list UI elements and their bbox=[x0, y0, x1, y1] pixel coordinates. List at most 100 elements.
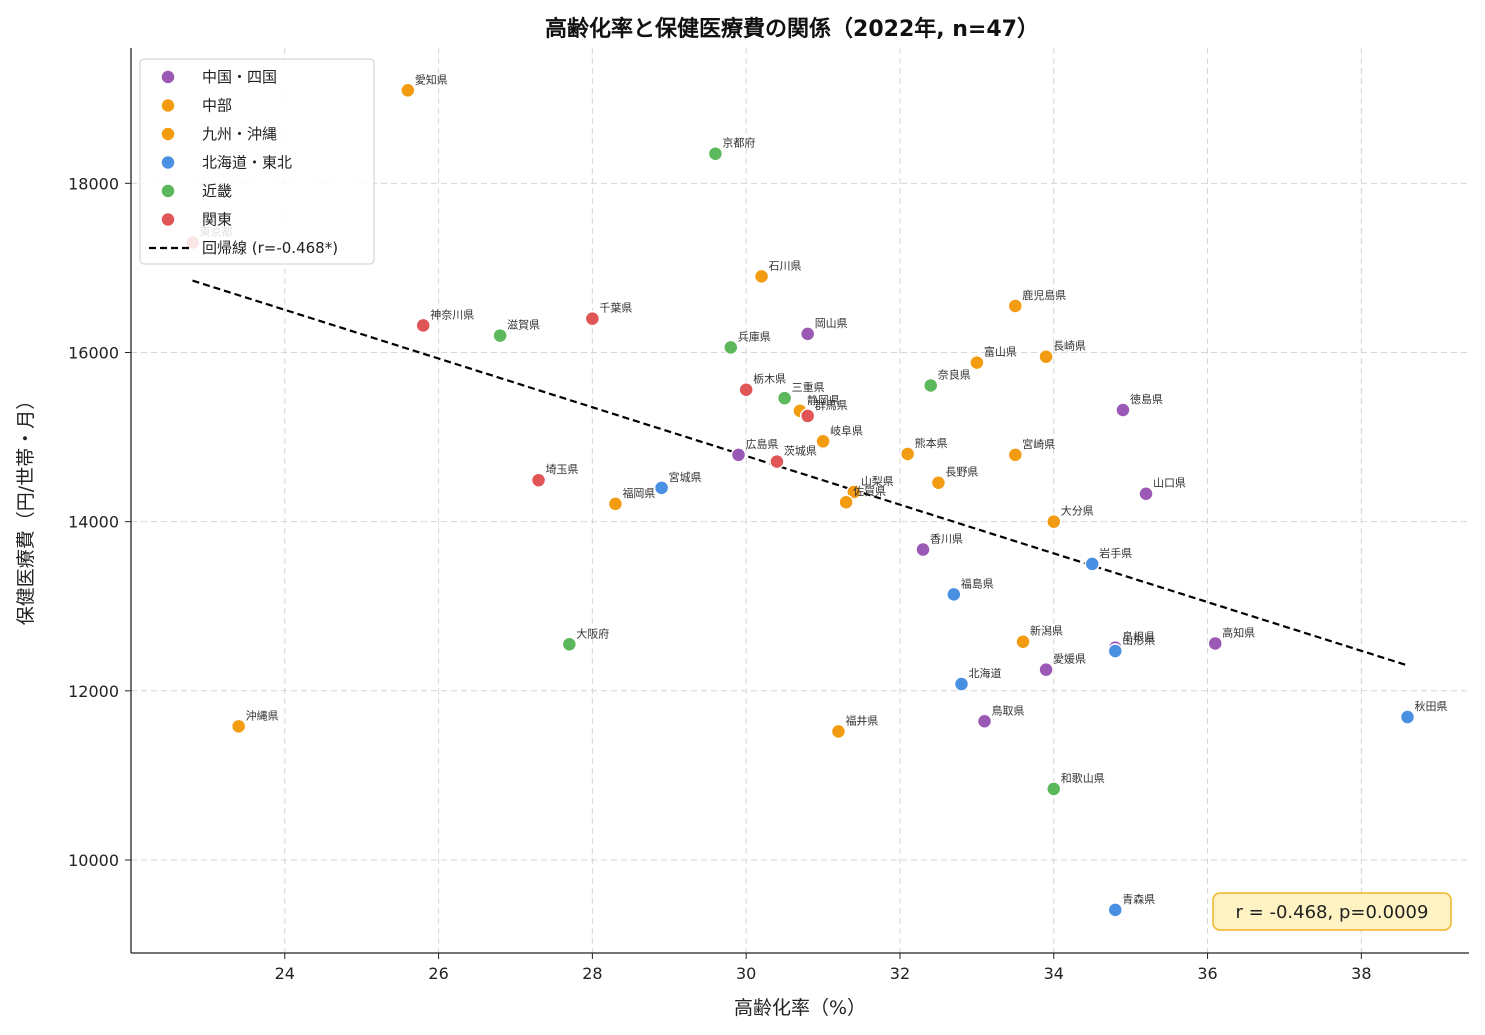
x-tick-label: 32 bbox=[890, 964, 910, 983]
data-point-label: 沖縄県 bbox=[246, 708, 279, 722]
x-tick-label: 36 bbox=[1197, 964, 1217, 983]
data-point bbox=[607, 496, 624, 512]
legend-marker bbox=[160, 183, 176, 199]
data-point bbox=[799, 326, 816, 342]
legend-entry-label: 九州・沖縄 bbox=[202, 125, 277, 143]
legend-marker bbox=[160, 97, 176, 114]
legend-box bbox=[139, 58, 375, 265]
y-tick-label: 14000 bbox=[68, 513, 119, 532]
data-point-label: 香川県 bbox=[930, 533, 963, 546]
data-point-label: 兵庫県 bbox=[738, 329, 771, 343]
data-point-label: 茨城県 bbox=[784, 444, 817, 458]
data-point-label: 三重県 bbox=[792, 380, 825, 394]
data-point-label: 秋田県 bbox=[1414, 699, 1447, 713]
data-point-label: 島根県 bbox=[1122, 630, 1155, 644]
stat-annotation-text: r = -0.468, p=0.0009 bbox=[1236, 902, 1429, 923]
data-point bbox=[838, 494, 854, 510]
data-point bbox=[969, 354, 985, 371]
data-point bbox=[769, 453, 785, 470]
data-point bbox=[707, 145, 724, 162]
x-tick-label: 38 bbox=[1351, 964, 1371, 983]
y-tick-label: 18000 bbox=[68, 174, 119, 193]
y-tick-label: 12000 bbox=[68, 682, 119, 701]
point-labels-layer: 東京都愛知県京都府石川県神奈川県滋賀県千葉県兵庫県岡山県鹿児島県長崎県富山県栃木… bbox=[200, 72, 1448, 906]
x-tick-label: 30 bbox=[736, 964, 756, 983]
data-point bbox=[930, 474, 947, 491]
data-point-label: 京都府 bbox=[722, 136, 755, 150]
data-point bbox=[1015, 633, 1031, 650]
data-point bbox=[723, 339, 739, 356]
x-tick-label: 34 bbox=[1044, 964, 1064, 983]
data-point-label: 長野県 bbox=[945, 466, 978, 479]
data-point-label: 岩手県 bbox=[1099, 546, 1132, 560]
legend-marker bbox=[160, 211, 176, 228]
data-point bbox=[492, 327, 508, 344]
data-point-label: 愛知県 bbox=[415, 72, 448, 86]
data-point bbox=[1138, 485, 1154, 502]
data-point bbox=[776, 390, 793, 406]
x-tick-label: 26 bbox=[428, 964, 448, 983]
data-point-label: 福島県 bbox=[961, 576, 994, 590]
data-point-label: 山形県 bbox=[1122, 634, 1155, 647]
data-point-label: 静岡県 bbox=[807, 393, 840, 407]
data-point bbox=[584, 310, 601, 327]
data-point-label: 佐賀県 bbox=[853, 484, 886, 498]
data-point bbox=[415, 317, 431, 334]
data-point-label: 奈良県 bbox=[938, 367, 971, 381]
data-point bbox=[946, 586, 962, 603]
data-point-label: 熊本県 bbox=[915, 436, 948, 450]
data-point bbox=[530, 472, 547, 488]
y-tick-label: 10000 bbox=[68, 851, 119, 870]
data-point bbox=[400, 82, 416, 99]
points-layer bbox=[184, 82, 1416, 918]
data-point bbox=[1207, 635, 1223, 652]
legend-marker bbox=[160, 69, 176, 85]
data-point-label: 新潟県 bbox=[1030, 624, 1063, 638]
data-point bbox=[1046, 781, 1062, 797]
data-point bbox=[815, 433, 831, 450]
data-point-label: 青森県 bbox=[1122, 892, 1155, 906]
data-point bbox=[653, 480, 670, 496]
data-point bbox=[1107, 643, 1124, 659]
data-point-label: 徳島県 bbox=[1130, 392, 1163, 406]
data-point-label: 愛媛県 bbox=[1053, 652, 1086, 666]
data-point-label: 富山県 bbox=[984, 345, 1017, 359]
data-point bbox=[1038, 661, 1054, 678]
legend-entry-label: 中国・四国 bbox=[202, 68, 277, 86]
data-point-label: 神奈川県 bbox=[430, 307, 474, 321]
data-point-label: 石川県 bbox=[769, 259, 802, 272]
data-point-label: 岐阜県 bbox=[830, 424, 863, 437]
data-point bbox=[561, 636, 578, 653]
data-point-label: 宮崎県 bbox=[1022, 437, 1055, 451]
data-point bbox=[753, 268, 770, 285]
data-point-label: 高知県 bbox=[1222, 625, 1255, 639]
legend-entry-label: 近畿 bbox=[202, 182, 232, 200]
data-point-label: 千葉県 bbox=[599, 301, 632, 315]
data-point bbox=[799, 408, 816, 424]
legend-regression-label: 回帰線 (r=-0.468*) bbox=[202, 239, 338, 257]
data-point bbox=[1084, 556, 1100, 572]
grid-layer bbox=[131, 48, 1469, 953]
data-point bbox=[1038, 348, 1054, 365]
stat-annotation-background bbox=[1212, 892, 1452, 931]
y-tick-label: 16000 bbox=[68, 343, 119, 362]
data-point bbox=[953, 676, 970, 692]
data-point bbox=[1007, 447, 1024, 463]
regression-layer bbox=[192, 279, 1408, 667]
data-point-label: 鳥取県 bbox=[992, 703, 1025, 717]
x-tick-label: 28 bbox=[582, 964, 602, 983]
data-point-label: 鹿児島県 bbox=[1022, 288, 1066, 302]
legend-entry-label: 中部 bbox=[202, 97, 232, 115]
legend-marker bbox=[160, 154, 176, 171]
data-point-label: 滋賀県 bbox=[507, 319, 540, 332]
data-point-label: 長崎県 bbox=[1053, 339, 1086, 353]
data-point bbox=[738, 381, 754, 398]
x-axis-label: 高齢化率（%） bbox=[734, 997, 866, 1019]
data-point-label: 岡山県 bbox=[815, 317, 848, 330]
data-point-label: 群馬県 bbox=[815, 398, 848, 412]
data-point-label: 栃木県 bbox=[753, 372, 786, 386]
data-point-label: 大分県 bbox=[1061, 504, 1094, 518]
